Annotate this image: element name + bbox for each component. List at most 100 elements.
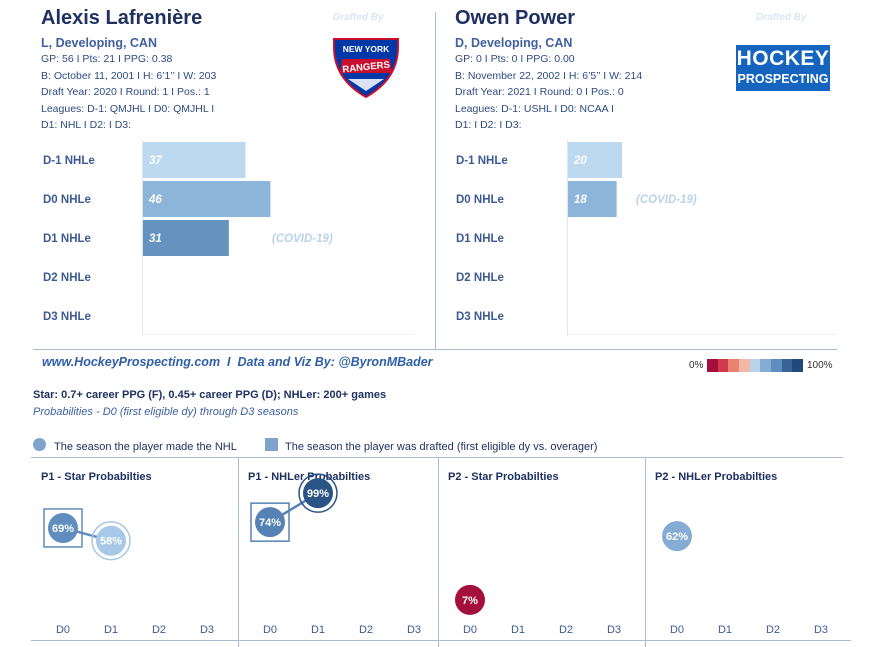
hp-logo-top: HOCKEY [736,47,830,70]
probability-point [255,507,285,538]
drafted-marker [43,508,83,548]
player1-draft: Draft Year: 2020 I Round: 1 I Pos.: 1 [41,86,210,98]
panels-top-rule [31,457,843,458]
hockey-prospecting-logo-icon: HOCKEY PROSPECTING [736,45,830,91]
color-scale [707,359,804,372]
legend-made-nhl: The season the player made the NHL [54,441,237,453]
player1-leagues-2: D1: NHL I D2: I D3: [41,119,132,131]
bar-value-label: 37 [149,155,162,167]
category-label: D0 NHLe [43,194,91,206]
probability-label: 69% [52,523,74,535]
probability-label: 58% [100,536,122,548]
player2-nhle-chart: D-1 NHLe 20 D0 NHLe 18 D1 NHLe D2 NHLe D3 NHLe… [456,140,836,336]
player1-nhle-chart: D-1 NHLe 37 D0 NHLe 46 D1 NHLe 31 D2 NHLe D3 NH… [43,140,415,336]
player2-drafted-by: Drafted By [756,12,807,23]
x-tick-label: D0 [56,624,70,636]
scale-min-label: 0% [689,360,704,371]
probability-point [48,512,78,543]
footer-separator: I [227,355,231,369]
player1-stats: GP: 56 I Pts: 21 I PPG: 0.38 [41,53,173,65]
category-label: D2 NHLe [43,272,91,284]
color-scale-swatch [717,359,729,372]
category-label: D2 NHLe [456,272,504,284]
bar-value-label: 46 [148,194,162,206]
made-nhl-ring [91,520,131,561]
logo-bottom-text: RANGERS [342,60,390,76]
scale-max-label: 100% [807,360,833,371]
player1-position: L, Developing, CAN [41,36,157,50]
probability-point [662,521,692,552]
player1-info: GP: 56 I Pts: 21 I PPG: 0.38 B: October … [41,51,216,134]
covid-note: (COVID-19) [272,233,333,245]
color-scale-swatch [792,359,804,372]
drafted-marker [250,502,290,542]
player2-info: GP: 0 I Pts: 0 I PPG: 0.00 B: November 2… [455,51,642,134]
legend-square-icon [265,438,278,451]
legend-circle-icon [33,438,46,451]
bar-value-label: 31 [149,233,162,245]
x-tick-label: D3 [200,624,214,636]
probability-point [455,584,485,615]
x-tick-label: D2 [359,624,373,636]
player2-bio: B: November 22, 2002 I H: 6’5’’ I W: 214 [455,69,643,82]
category-label: D-1 NHLe [43,155,95,167]
x-tick-label: D0 [463,624,477,636]
footer-credit: Data and Viz By: @ByronMBader [237,355,433,369]
x-tick-label: D2 [152,624,166,636]
player1-bio: B: October 11, 2001 I H: 6’1’’ I W: 203 [41,69,217,82]
logo-top-text: NEW YORK [343,44,390,54]
footer-credits: www.HockeyProspecting.com I Data and Viz… [42,355,433,369]
hp-logo-bottom: PROSPECTING [737,72,829,86]
nhle-bar [143,142,246,178]
bar-value-label: 20 [573,155,587,167]
x-tick-label: D0 [263,624,277,636]
player2-name: Owen Power [455,7,576,29]
nhle-bar [143,181,271,217]
category-label: D1 NHLe [456,233,504,245]
player1-name: Alexis Lafrenière [41,7,203,29]
category-label: D-1 NHLe [456,155,508,167]
nhle-bar [568,181,617,217]
color-scale-swatch [728,359,740,372]
probability-label: 74% [259,517,281,529]
color-scale-swatch [771,359,782,372]
player2-leagues-1: Leagues: D-1: USHL I D0: NCAA I [455,102,614,115]
x-tick-label: D3 [407,624,421,636]
probability-label: 62% [666,531,688,543]
category-label: D3 NHLe [456,311,504,323]
panels-bottom-rule [31,640,851,641]
player1-leagues-1: Leagues: D-1: QMJHL I D0: QMJHL I [41,102,215,115]
panel-title: P2 - Star Probabilties [448,471,559,483]
color-scale-swatch [749,359,761,372]
player2-stats: GP: 0 I Pts: 0 I PPG: 0.00 [455,53,575,65]
probability-point [303,478,333,509]
probability-label: 99% [307,488,329,500]
color-scale-swatch [707,359,718,372]
category-label: D3 NHLe [43,311,91,323]
x-tick-label: D3 [814,624,828,636]
new-york-rangers-logo-icon: NEW YORK RANGERS [326,35,406,99]
nhle-bar [143,220,229,256]
x-tick-label: D0 [670,624,684,636]
probability-point [96,525,126,556]
category-label: D1 NHLe [43,233,91,245]
legend-drafted: The season the player was drafted (first… [285,441,598,453]
footer-site-link[interactable]: www.HockeyProspecting.com [42,355,221,369]
subtitle-text: Probabilities - D0 (first eligible dy) t… [33,406,299,418]
color-scale-swatch [781,359,793,372]
x-tick-label: D3 [607,624,621,636]
x-tick-label: D2 [766,624,780,636]
player1-drafted-by: Drafted By [333,12,384,23]
player-divider [435,12,436,349]
x-tick-label: D1 [311,624,325,636]
x-tick-label: D2 [559,624,573,636]
player2-leagues-2: D1: I D2: I D3: [455,119,522,131]
color-scale-swatch [739,359,750,372]
covid-note: (COVID-19) [636,194,697,206]
nhle-bar [568,142,622,178]
definition-text: Star: 0.7+ career PPG (F), 0.45+ career … [33,389,387,401]
panel-title: P2 - NHLer Probabilties [655,471,777,483]
made-nhl-ring [298,473,338,513]
x-tick-label: D1 [718,624,732,636]
